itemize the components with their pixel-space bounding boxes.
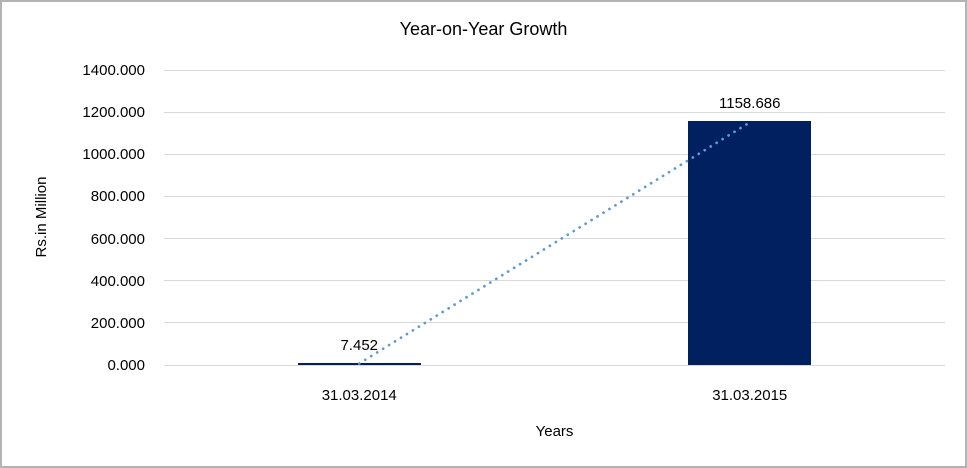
gridline-y-1400.000 [164, 69, 945, 71]
gridline-y-600.000 [164, 238, 945, 240]
y-tick-label: 400.000 [90, 272, 145, 290]
trendline [357, 120, 752, 365]
data-label-31.03.2014: 7.452 [340, 337, 379, 354]
y-tick-label: 1200.000 [82, 104, 145, 122]
gridline-y-200.000 [164, 322, 945, 324]
x-tick-label-31.03.2014: 31.03.2014 [321, 387, 397, 404]
gridline-y-800.000 [164, 195, 945, 197]
x-axis-title: Years [535, 423, 574, 440]
gridline-y-400.000 [164, 280, 945, 282]
plot-area [164, 69, 945, 366]
x-tick-label-31.03.2015: 31.03.2015 [712, 387, 788, 404]
y-tick-label: 0.000 [107, 357, 145, 374]
data-label-31.03.2015: 1158.686 [719, 94, 781, 112]
y-tick-label: 600.000 [90, 230, 145, 248]
trendline-dotted-line [357, 120, 752, 365]
bar-31.03.2015 [688, 120, 812, 365]
gridline-y-1000.000 [164, 153, 945, 155]
y-tick-label: 1400.000 [82, 62, 145, 79]
y-tick-label: 800.000 [90, 188, 145, 206]
y-tick-label: 200.000 [90, 314, 145, 332]
y-tick-label: 1000.000 [82, 146, 145, 164]
gridline-y-1200.000 [164, 111, 945, 113]
gridline-y-0.000 [164, 364, 945, 366]
chart-title: Year-on-Year Growth [399, 19, 568, 39]
